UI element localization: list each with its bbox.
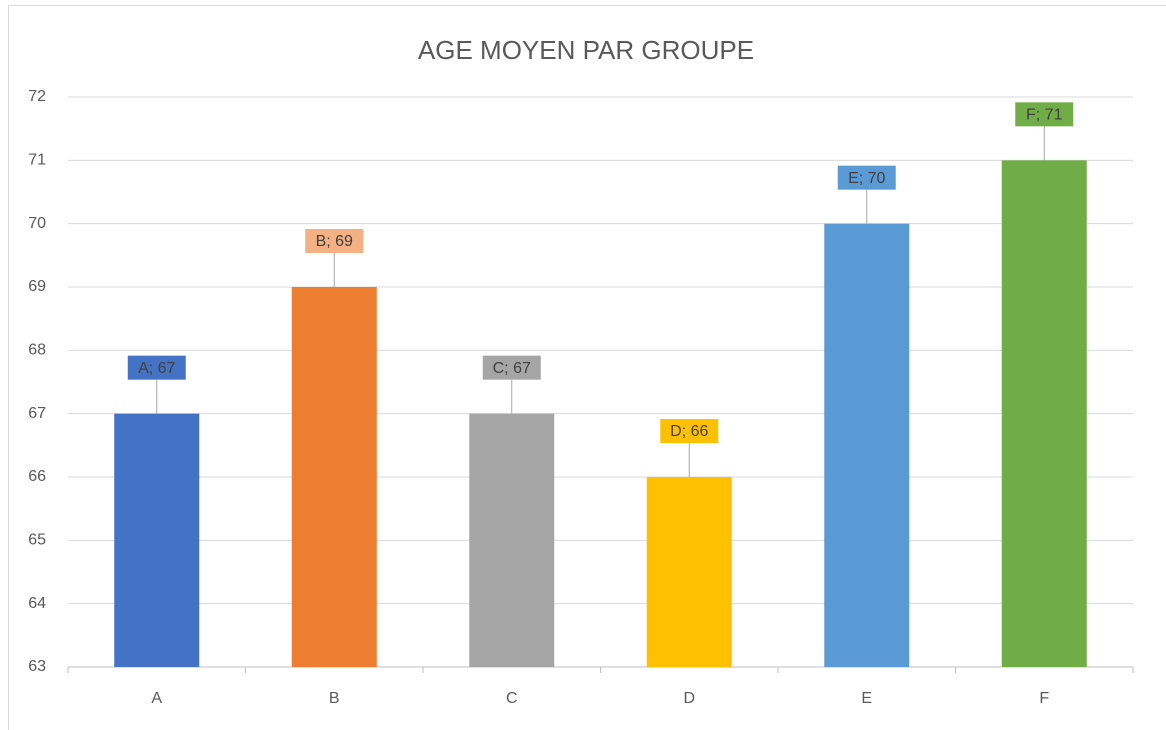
data-label: A; 67 [138,360,175,377]
y-tick-label: 72 [28,88,46,105]
y-tick-label: 68 [28,342,46,359]
x-tick-label: B [329,690,340,707]
x-tick-label: D [683,690,695,707]
chart-title: AGE MOYEN PAR GROUPE [418,35,754,65]
x-tick-label: F [1039,690,1049,707]
y-tick-label: 65 [28,532,46,549]
y-tick-label: 67 [28,405,46,422]
y-tick-label: 69 [28,278,46,295]
data-label-box [660,419,719,443]
x-tick-label: C [506,690,518,707]
bar [114,413,200,667]
bar [291,287,377,667]
y-tick-label: 64 [28,595,46,612]
x-tick-label: E [861,690,872,707]
data-label-box [305,229,364,253]
y-tick-label: 66 [28,468,46,485]
data-label-box [837,165,896,190]
bar [646,477,732,667]
chart-border [8,5,1166,730]
y-tick-label: 70 [28,215,46,232]
x-tick-label: A [151,690,162,707]
y-tick-label: 63 [28,658,46,675]
data-label: E; 70 [848,170,885,187]
data-label: C; 67 [493,360,531,377]
bar [469,413,555,667]
data-label-box [127,355,186,380]
data-label-box [1015,102,1074,127]
bar [1001,160,1087,668]
y-tick-label: 71 [28,152,46,169]
data-label-box [482,355,541,380]
data-label: D; 66 [670,423,708,440]
data-label: B; 69 [316,233,353,250]
data-label: F; 71 [1026,107,1063,124]
bar [824,223,910,667]
